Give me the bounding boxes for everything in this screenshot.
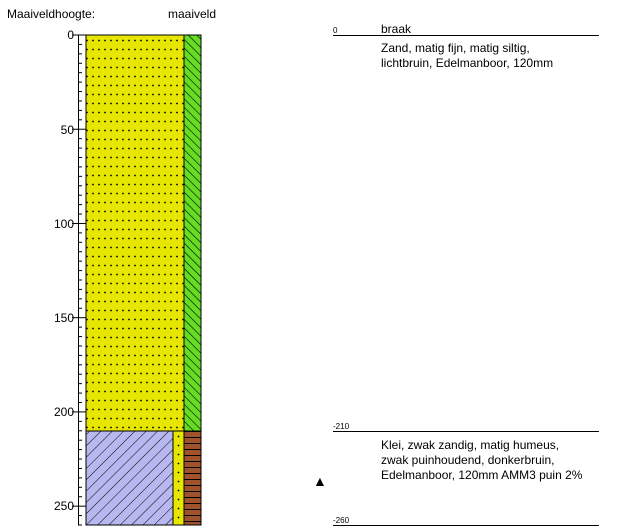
- axis-ticks: [72, 34, 86, 526]
- clay-layer-mid: [172, 430, 185, 526]
- depth-tick-label: 150: [53, 311, 74, 325]
- layer-bottom-depth: -260: [333, 516, 350, 525]
- depth-tick-label: 250: [53, 499, 74, 513]
- layer-description: Klei, zwak zandig, matig humeus, zwak pu…: [381, 438, 583, 482]
- depth-tick-label: 100: [53, 217, 74, 231]
- layer-top-depth: -210: [333, 422, 350, 431]
- layer-boundary-line: [333, 525, 599, 526]
- sand-layer-main: [85, 34, 185, 432]
- clay-layer-main: [85, 430, 174, 526]
- layer-boundary-line: [333, 431, 599, 432]
- elevation-label: Maaiveldhoogte:: [7, 7, 96, 21]
- clay-layer-side: [183, 430, 202, 526]
- depth-tick-label: 200: [53, 405, 74, 419]
- layer-name: braak: [381, 22, 412, 36]
- layer-boundary-line: [333, 35, 599, 36]
- layer-top-depth: 0: [333, 26, 338, 35]
- surface-label: maaiveld: [168, 7, 217, 21]
- depth-tick-label: 0: [67, 28, 74, 42]
- sand-layer-side: [183, 34, 202, 432]
- layer-description: Zand, matig fijn, matig siltig, lichtbru…: [381, 41, 554, 70]
- groundwater-marker-icon: ▲: [313, 473, 327, 489]
- depth-tick-label: 50: [60, 123, 74, 137]
